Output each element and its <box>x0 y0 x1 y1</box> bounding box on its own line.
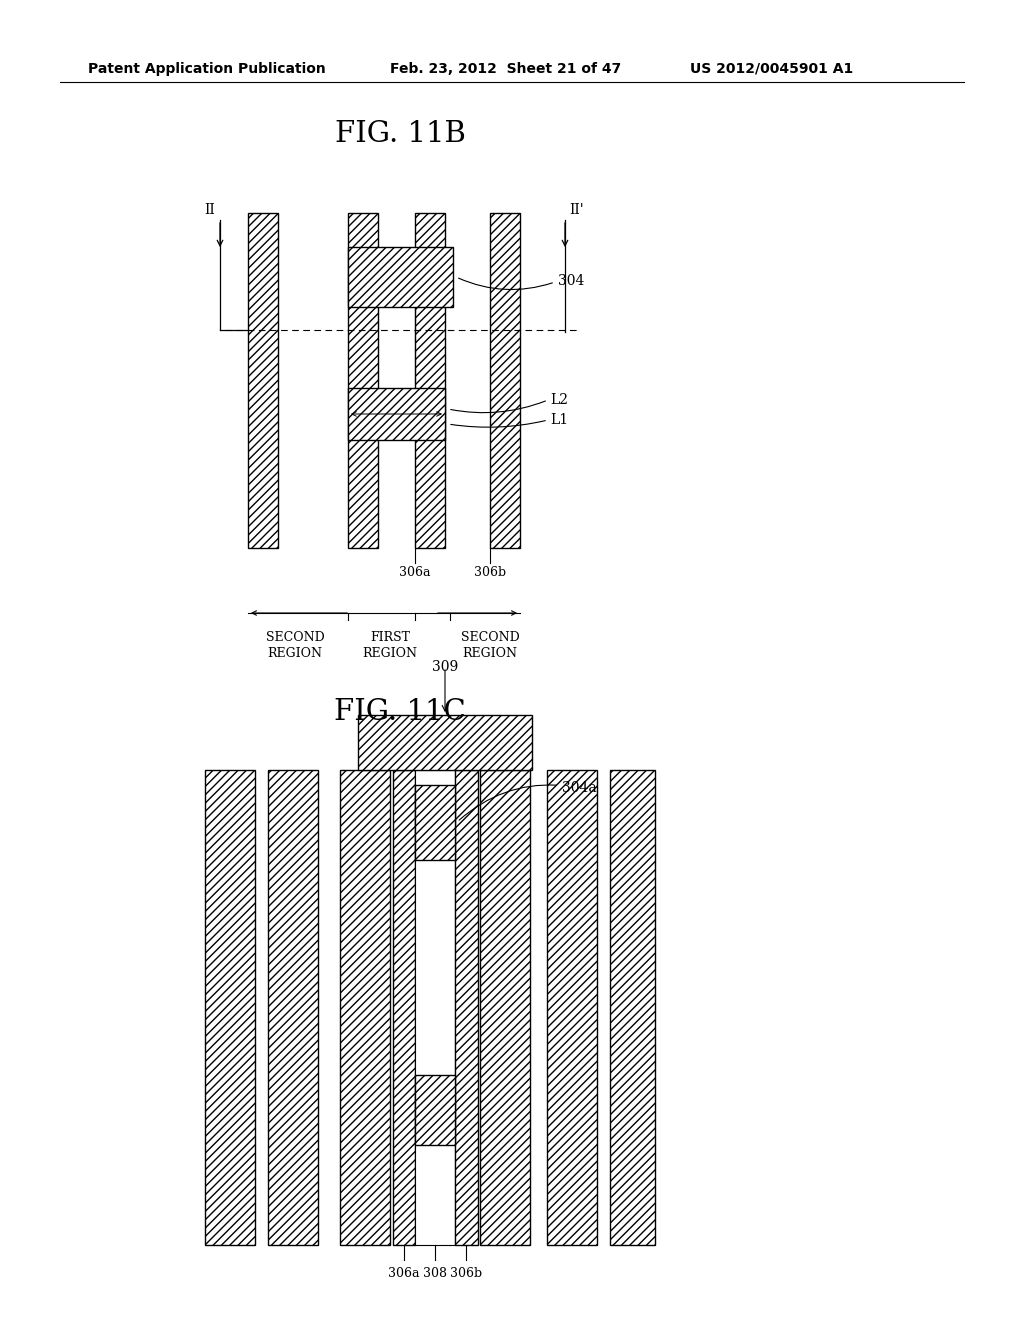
Bar <box>348 388 445 440</box>
Bar <box>547 770 597 1245</box>
Bar <box>268 770 318 1245</box>
Text: II: II <box>205 203 215 216</box>
Text: FIRST
REGION: FIRST REGION <box>362 631 418 660</box>
Bar <box>393 770 415 1245</box>
Text: L1: L1 <box>550 413 568 426</box>
Bar <box>358 715 532 770</box>
Bar <box>205 770 255 1245</box>
Text: FIG. 11B: FIG. 11B <box>335 120 466 148</box>
Bar <box>455 770 478 1245</box>
Bar <box>415 785 455 861</box>
Bar <box>248 213 278 548</box>
Text: 306a: 306a <box>399 566 431 579</box>
Text: SECOND
REGION: SECOND REGION <box>265 631 325 660</box>
Bar <box>348 247 453 308</box>
Text: 304a: 304a <box>459 781 597 820</box>
Text: US 2012/0045901 A1: US 2012/0045901 A1 <box>690 62 853 77</box>
Bar <box>415 213 445 548</box>
Bar <box>340 770 390 1245</box>
Text: Feb. 23, 2012  Sheet 21 of 47: Feb. 23, 2012 Sheet 21 of 47 <box>390 62 622 77</box>
Text: Patent Application Publication: Patent Application Publication <box>88 62 326 77</box>
Text: 308: 308 <box>423 1267 447 1280</box>
Bar <box>415 770 455 1245</box>
Bar <box>480 770 530 1245</box>
Text: L2: L2 <box>550 393 568 407</box>
Text: FIG. 11C: FIG. 11C <box>334 698 466 726</box>
Text: 306a: 306a <box>388 1267 420 1280</box>
Text: 306b: 306b <box>450 1267 482 1280</box>
Text: SECOND
REGION: SECOND REGION <box>461 631 519 660</box>
Text: II': II' <box>569 203 585 216</box>
Text: 306b: 306b <box>474 566 506 579</box>
Bar <box>415 1074 455 1144</box>
Bar <box>490 213 520 548</box>
Text: 304: 304 <box>558 275 585 288</box>
Bar <box>610 770 655 1245</box>
Text: 309: 309 <box>432 660 458 675</box>
Bar <box>348 213 378 548</box>
